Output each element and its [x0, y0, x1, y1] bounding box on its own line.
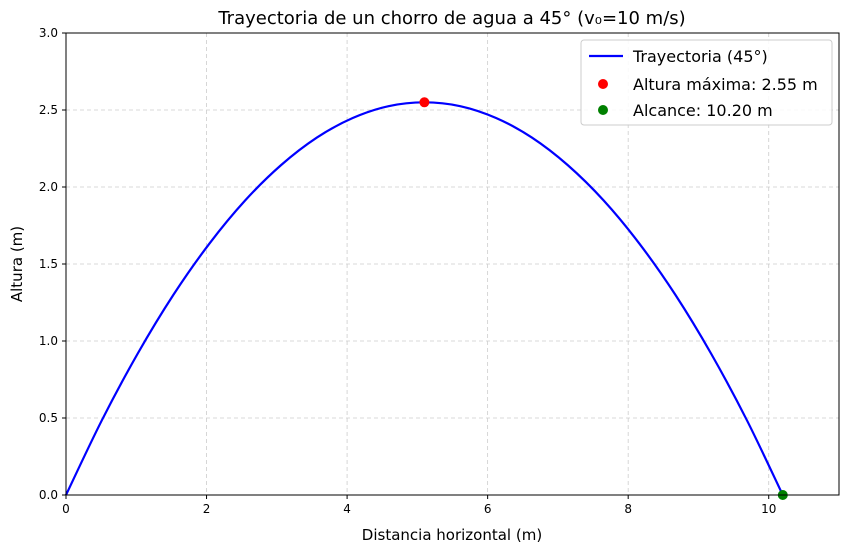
y-axis-label: Altura (m): [8, 226, 26, 302]
x-tick-label: 4: [343, 502, 351, 516]
y-tick-label: 2.5: [39, 103, 58, 117]
x-tick-label: 10: [761, 502, 776, 516]
x-tick-label: 2: [203, 502, 211, 516]
legend-red-dot: [598, 79, 608, 89]
y-tick-label: 3.0: [39, 26, 58, 40]
legend-label-max-height: Altura máxima: 2.55 m: [633, 75, 818, 94]
y-tick-label: 1.0: [39, 334, 58, 348]
x-axis-ticks: 0 2 4 6 8 10: [62, 495, 776, 516]
legend-box: [580, 39, 833, 126]
legend: Trayectoria (45°) Altura máxima: 2.55 m …: [580, 39, 833, 126]
max-height-point: [419, 97, 430, 108]
legend-label-range: Alcance: 10.20 m: [633, 101, 773, 120]
x-tick-label: 6: [484, 502, 492, 516]
legend-green-dot: [598, 105, 608, 115]
y-tick-label: 0.5: [39, 411, 58, 425]
y-axis-ticks: 0.0 0.5 1.0 1.5 2.0 2.5 3.0: [39, 26, 66, 502]
x-tick-label: 8: [624, 502, 632, 516]
x-tick-label: 0: [62, 502, 70, 516]
y-tick-label: 2.0: [39, 180, 58, 194]
y-tick-label: 1.5: [39, 257, 58, 271]
y-tick-label: 0.0: [39, 488, 58, 502]
chart-title: Trayectoria de un chorro de agua a 45° (…: [217, 8, 685, 29]
x-axis-label: Distancia horizontal (m): [362, 526, 542, 544]
legend-label-trajectory: Trayectoria (45°): [632, 47, 768, 66]
